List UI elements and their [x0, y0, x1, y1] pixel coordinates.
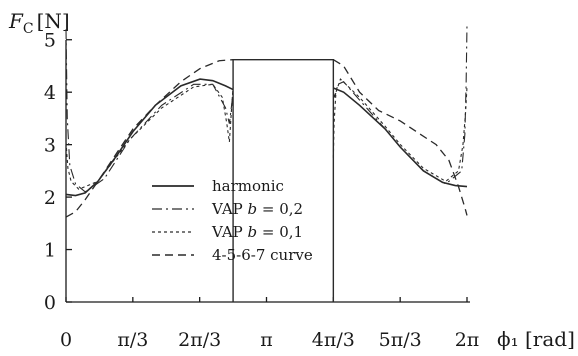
series-line-2 [65, 78, 468, 190]
y-tick-label: 4 [44, 82, 56, 104]
legend-label: VAP b = 0,1 [211, 223, 303, 241]
x-tick-label: 5π/3 [379, 329, 422, 351]
y-axis-label: FC [N] [8, 9, 70, 37]
legend-label: 4-5-6-7 curve [212, 246, 313, 264]
y-tick-label: 1 [44, 240, 56, 262]
y-axis-label-main: F [8, 9, 24, 33]
y-tick-label: 5 [44, 30, 56, 52]
legend: harmonic VAP b = 0,2 VAP b = 0,1 4-5-6-7 cu… [152, 177, 313, 264]
y-axis-label-sub: C [23, 21, 34, 37]
series-line-0 [65, 78, 468, 197]
x-axis-label: ϕ₁ [rad] [497, 327, 575, 351]
x-tick-label: π/3 [117, 329, 148, 351]
y-tick-label: 3 [44, 135, 56, 157]
y-tick-label: 2 [44, 187, 56, 209]
y-axis-label-unit: [N] [37, 9, 70, 33]
y-tick-label: 0 [44, 292, 56, 314]
series-group [65, 23, 468, 218]
series-line-1 [65, 23, 468, 193]
x-tick-label: π [260, 329, 273, 351]
axis-ticks: 0 1 2 3 4 5 0 π/3 2π/3 π 4π/3 5π/3 2π [44, 30, 479, 351]
x-tick-label: 2π [455, 329, 480, 351]
series-line-3 [65, 59, 468, 218]
x-tick-label: 0 [60, 329, 72, 351]
plateau-mark [232, 58, 335, 302]
plateau-group [232, 58, 335, 302]
x-tick-label: 2π/3 [178, 329, 221, 351]
legend-label: VAP b = 0,2 [211, 200, 303, 218]
legend-label: harmonic [212, 177, 284, 195]
x-tick-label: 4π/3 [312, 329, 355, 351]
